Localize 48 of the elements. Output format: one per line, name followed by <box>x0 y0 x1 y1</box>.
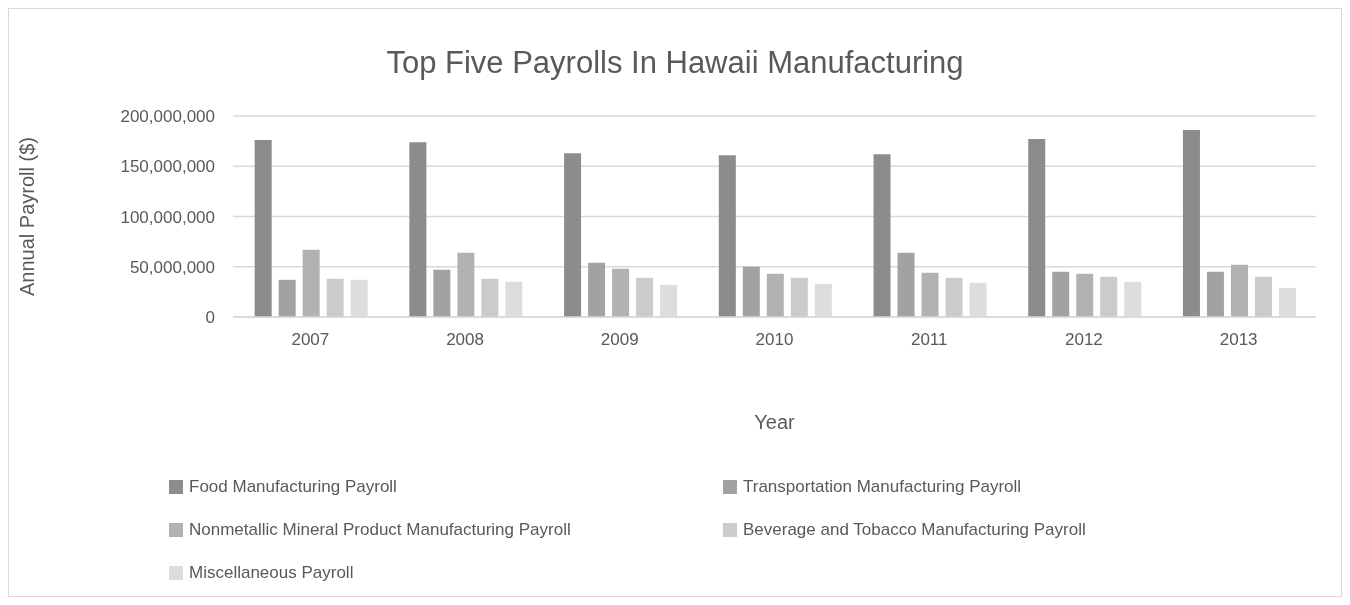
chart-title: Top Five Payrolls In Hawaii Manufacturing <box>385 45 965 81</box>
bar <box>278 279 296 317</box>
bar <box>433 269 451 317</box>
bar <box>873 154 891 317</box>
bar <box>302 249 320 317</box>
bar <box>1230 264 1248 317</box>
x-tick-label: 2010 <box>755 330 794 350</box>
y-tick-label: 100,000,000 <box>120 207 215 227</box>
bar <box>1076 273 1094 317</box>
bar <box>564 153 582 317</box>
bar <box>1028 139 1046 317</box>
legend-label: Food Manufacturing Payroll <box>189 477 397 497</box>
bar <box>481 278 499 317</box>
x-axis-title: Year <box>754 411 796 433</box>
bar <box>897 252 915 317</box>
y-tick-label: 200,000,000 <box>120 107 215 127</box>
bar <box>1100 276 1118 317</box>
bar <box>790 277 808 317</box>
bar <box>254 140 272 317</box>
bar <box>766 273 784 317</box>
y-tick-label: 50,000,000 <box>129 257 215 277</box>
bar <box>588 262 606 317</box>
bar <box>612 268 630 317</box>
x-tick-label: 2011 <box>910 330 948 350</box>
x-tick-label: 2012 <box>1065 330 1103 350</box>
legend-label: Nonmetallic Mineral Product Manufacturing Payroll <box>189 520 571 540</box>
y-tick-label: 150,000,000 <box>120 157 215 177</box>
legend-label: Miscellaneous Payroll <box>189 563 354 583</box>
bar <box>409 142 427 317</box>
legend-label: Transportation Manufacturing Payroll <box>743 477 1022 497</box>
x-tick-label: 2009 <box>600 330 639 350</box>
bar <box>1052 271 1070 317</box>
y-tick-label: 0 <box>205 308 215 328</box>
x-tick-label: 2013 <box>1219 330 1258 350</box>
bar <box>921 272 939 317</box>
bar <box>1206 271 1224 317</box>
bar <box>742 266 760 317</box>
bar <box>326 278 344 317</box>
y-axis-title: Annual Payroll ($) <box>16 137 39 296</box>
bar <box>945 277 963 317</box>
bar <box>1182 130 1200 317</box>
bar <box>718 155 736 317</box>
bar <box>1254 276 1272 317</box>
bar <box>457 252 475 317</box>
x-tick-label: 2008 <box>446 330 484 350</box>
bar <box>636 277 654 317</box>
legend-label: Beverage and Tobacco Manufacturing Payroll <box>743 520 1086 540</box>
x-tick-label: 2007 <box>291 330 330 350</box>
